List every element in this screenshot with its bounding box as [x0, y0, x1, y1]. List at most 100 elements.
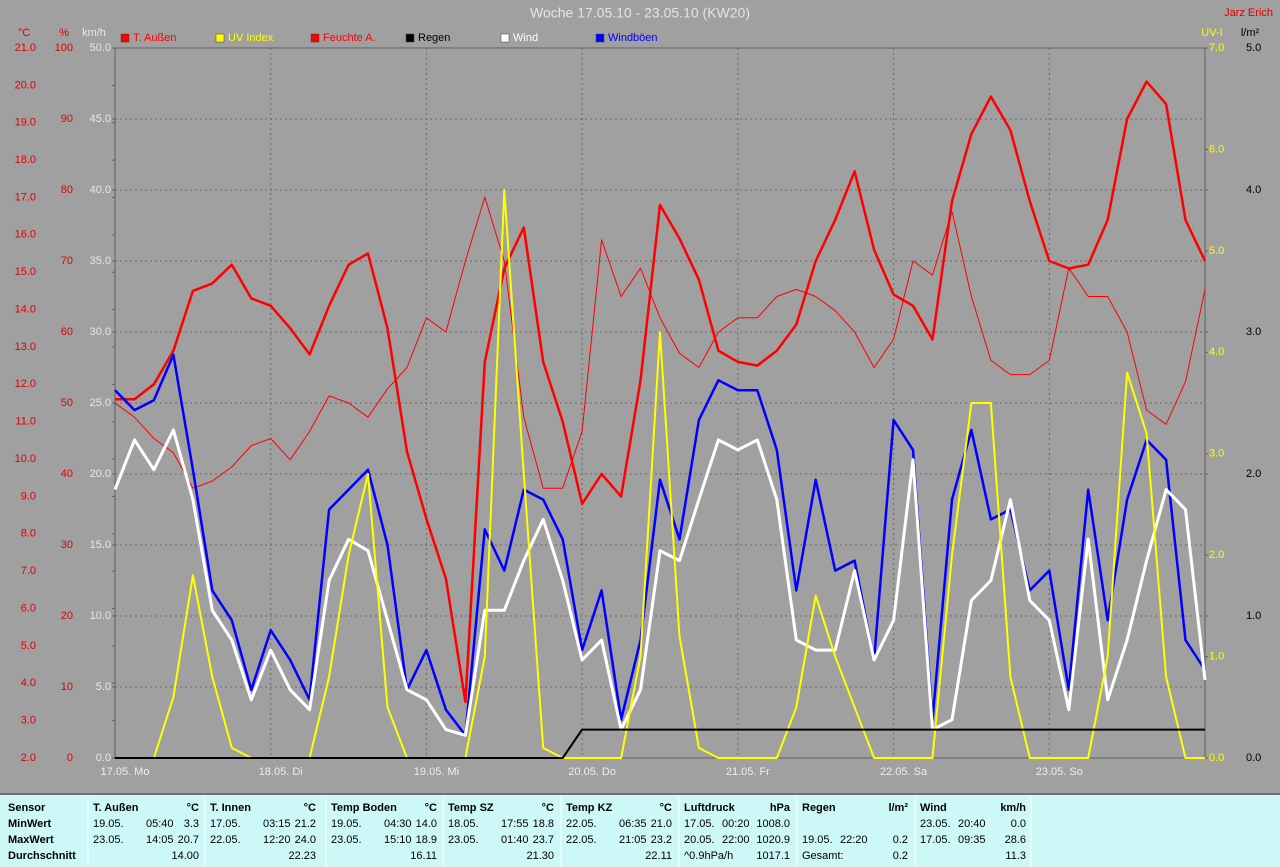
cell-date: 17.05. — [210, 818, 241, 830]
legend-label: Wind — [513, 32, 538, 44]
y-tick-label: 3.0 — [1246, 326, 1261, 338]
cell-value: 14.0 — [416, 818, 437, 830]
column-unit: °C — [425, 802, 437, 814]
y-tick-label: 18.0 — [15, 154, 36, 166]
column-unit: °C — [304, 802, 316, 814]
cell-date: 23.05. — [920, 818, 951, 830]
y-tick-label: 40.0 — [90, 184, 111, 196]
cell-value: 0.0 — [1011, 818, 1026, 830]
y-tick-label: 30.0 — [90, 326, 111, 338]
y-tick-label: 40 — [61, 468, 73, 480]
series-line — [115, 728, 1205, 759]
cell-time: 00:20 — [722, 818, 750, 830]
y-tick-label: 7.0 — [21, 565, 36, 577]
cell-time: 06:35 — [619, 818, 647, 830]
y-tick-label: 35.0 — [90, 255, 111, 267]
row-label: MinWert — [8, 818, 52, 830]
legend-label: Windböen — [608, 32, 658, 44]
column-unit: °C — [660, 802, 672, 814]
y-tick-label: 10.0 — [15, 453, 36, 465]
y-tick-label: 17.0 — [15, 191, 36, 203]
y-tick-label: 11.0 — [15, 416, 36, 428]
y-tick-label: 6.0 — [21, 602, 36, 614]
row-label: Durchschnitt — [8, 850, 76, 862]
x-tick-label: 20.05. Do — [568, 766, 616, 778]
y-tick-label: 6.0 — [1209, 143, 1224, 155]
legend-label: Feuchte A. — [323, 32, 376, 44]
y-tick-label: 16.0 — [15, 229, 36, 241]
cell-time: 05:40 — [146, 818, 174, 830]
cell-time: 04:30 — [384, 818, 412, 830]
x-tick-label: 17.05. Mo — [101, 766, 150, 778]
y-tick-label: 15.0 — [90, 539, 111, 551]
series-line — [114, 196, 1206, 489]
column-name: Temp KZ — [566, 802, 613, 814]
y-tick-label: 9.0 — [21, 490, 36, 502]
x-tick-label: 19.05. Mi — [414, 766, 459, 778]
cell-value: 24.0 — [295, 834, 316, 846]
cell-time: 12:20 — [263, 834, 291, 846]
column-name: Temp Boden — [331, 802, 397, 814]
y-tick-label: 10 — [61, 681, 73, 693]
cell-label: ^0.9hPa/h — [684, 850, 733, 862]
y-tick-label: 10.0 — [90, 610, 111, 622]
cell-time: 14:05 — [146, 834, 174, 846]
column-name: Regen — [802, 802, 836, 814]
y-tick-label: 12.0 — [15, 378, 36, 390]
x-tick-label: 18.05. Di — [259, 766, 303, 778]
y-tick-label: 20.0 — [15, 79, 36, 91]
stats-background — [0, 795, 1280, 867]
y-tick-label: 100 — [55, 42, 73, 54]
y-tick-label: 13.0 — [15, 341, 36, 353]
cell-value: 28.6 — [1005, 834, 1026, 846]
cell-time: 20:40 — [958, 818, 986, 830]
y-tick-label: 60 — [61, 326, 73, 338]
axis-title: l/m² — [1241, 27, 1260, 39]
x-tick-label: 23.05. So — [1036, 766, 1083, 778]
cell-value: 22.23 — [288, 850, 316, 862]
cell-value: 3.3 — [184, 818, 199, 830]
y-tick-label: 0.0 — [1246, 752, 1261, 764]
cell-value: 0.2 — [893, 834, 908, 846]
column-unit: l/m² — [888, 802, 908, 814]
cell-value: 1017.1 — [756, 850, 790, 862]
y-tick-label: 45.0 — [90, 113, 111, 125]
y-tick-label: 2.0 — [21, 752, 36, 764]
cell-date: 17.05. — [684, 818, 715, 830]
cell-time: 01:40 — [501, 834, 529, 846]
axis-title: km/h — [82, 27, 106, 39]
cell-value: 1020.9 — [756, 834, 790, 846]
column-name: Luftdruck — [684, 802, 736, 814]
y-tick-label: 4.0 — [21, 677, 36, 689]
cell-date: 22.05. — [566, 834, 597, 846]
axis-title: UV-I — [1201, 27, 1222, 39]
cell-date: 18.05. — [448, 818, 479, 830]
cell-time: 21:05 — [619, 834, 647, 846]
legend-label: Regen — [418, 32, 450, 44]
x-tick-label: 21.05. Fr — [726, 766, 770, 778]
cell-date: 22.05. — [566, 818, 597, 830]
column-name: T. Außen — [93, 802, 139, 814]
column-unit: km/h — [1000, 802, 1026, 814]
column-unit: hPa — [770, 802, 791, 814]
cell-value: 21.0 — [651, 818, 672, 830]
cell-value: 22.11 — [645, 850, 672, 862]
cell-value: 20.7 — [178, 834, 199, 846]
axis-title: °C — [18, 27, 30, 39]
series-line — [113, 428, 1207, 737]
legend-swatch — [120, 33, 130, 43]
cell-date: 23.05. — [93, 834, 124, 846]
y-tick-label: 4.0 — [1246, 184, 1261, 196]
y-tick-label: 19.0 — [15, 117, 36, 129]
cell-value: 23.7 — [533, 834, 554, 846]
y-tick-label: 0 — [67, 752, 73, 764]
cell-date: 17.05. — [920, 834, 951, 846]
y-tick-label: 1.0 — [1209, 650, 1224, 662]
series-line — [115, 80, 1207, 704]
y-tick-label: 0.0 — [1209, 752, 1224, 764]
cell-date: 20.05. — [684, 834, 715, 846]
y-tick-label: 21.0 — [15, 42, 36, 54]
row-label: Sensor — [8, 802, 46, 814]
y-tick-label: 0.0 — [96, 752, 111, 764]
